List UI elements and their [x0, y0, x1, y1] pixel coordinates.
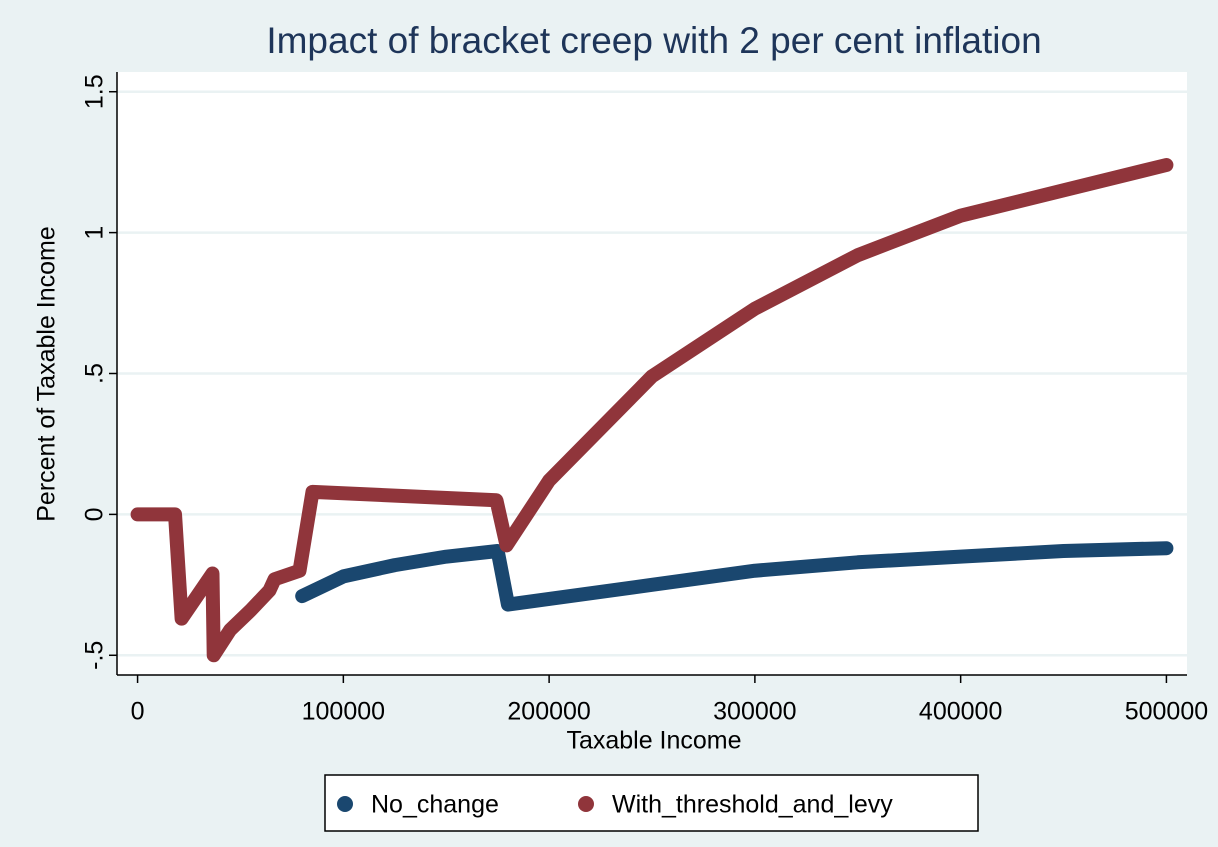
- y-tick-label: 1: [81, 226, 109, 240]
- y-tick-label: 0: [81, 507, 109, 521]
- y-axis-label: Percent of Taxable Income: [33, 226, 61, 522]
- x-tick-label: 100000: [302, 698, 385, 726]
- series-line: [130, 157, 1174, 663]
- legend-box: [324, 774, 979, 832]
- x-tick-label: 500000: [1125, 698, 1208, 726]
- x-tick-label: 300000: [713, 698, 796, 726]
- x-axis-label: Taxable Income: [566, 727, 741, 755]
- legend-marker: [337, 796, 353, 812]
- y-tick-label: 1.5: [81, 74, 109, 109]
- legend-marker: [578, 796, 594, 812]
- chart-title: Impact of bracket creep with 2 per cent …: [266, 20, 1041, 61]
- legend-label: No_change: [371, 791, 499, 819]
- x-tick-label: 200000: [507, 698, 590, 726]
- legend-label: With_threshold_and_levy: [612, 791, 893, 819]
- y-tick-label: -.5: [81, 641, 109, 670]
- series-line: [295, 541, 1174, 612]
- x-tick-label: 400000: [919, 698, 1002, 726]
- x-tick-label: 0: [131, 698, 145, 726]
- y-tick-label: .5: [81, 363, 109, 384]
